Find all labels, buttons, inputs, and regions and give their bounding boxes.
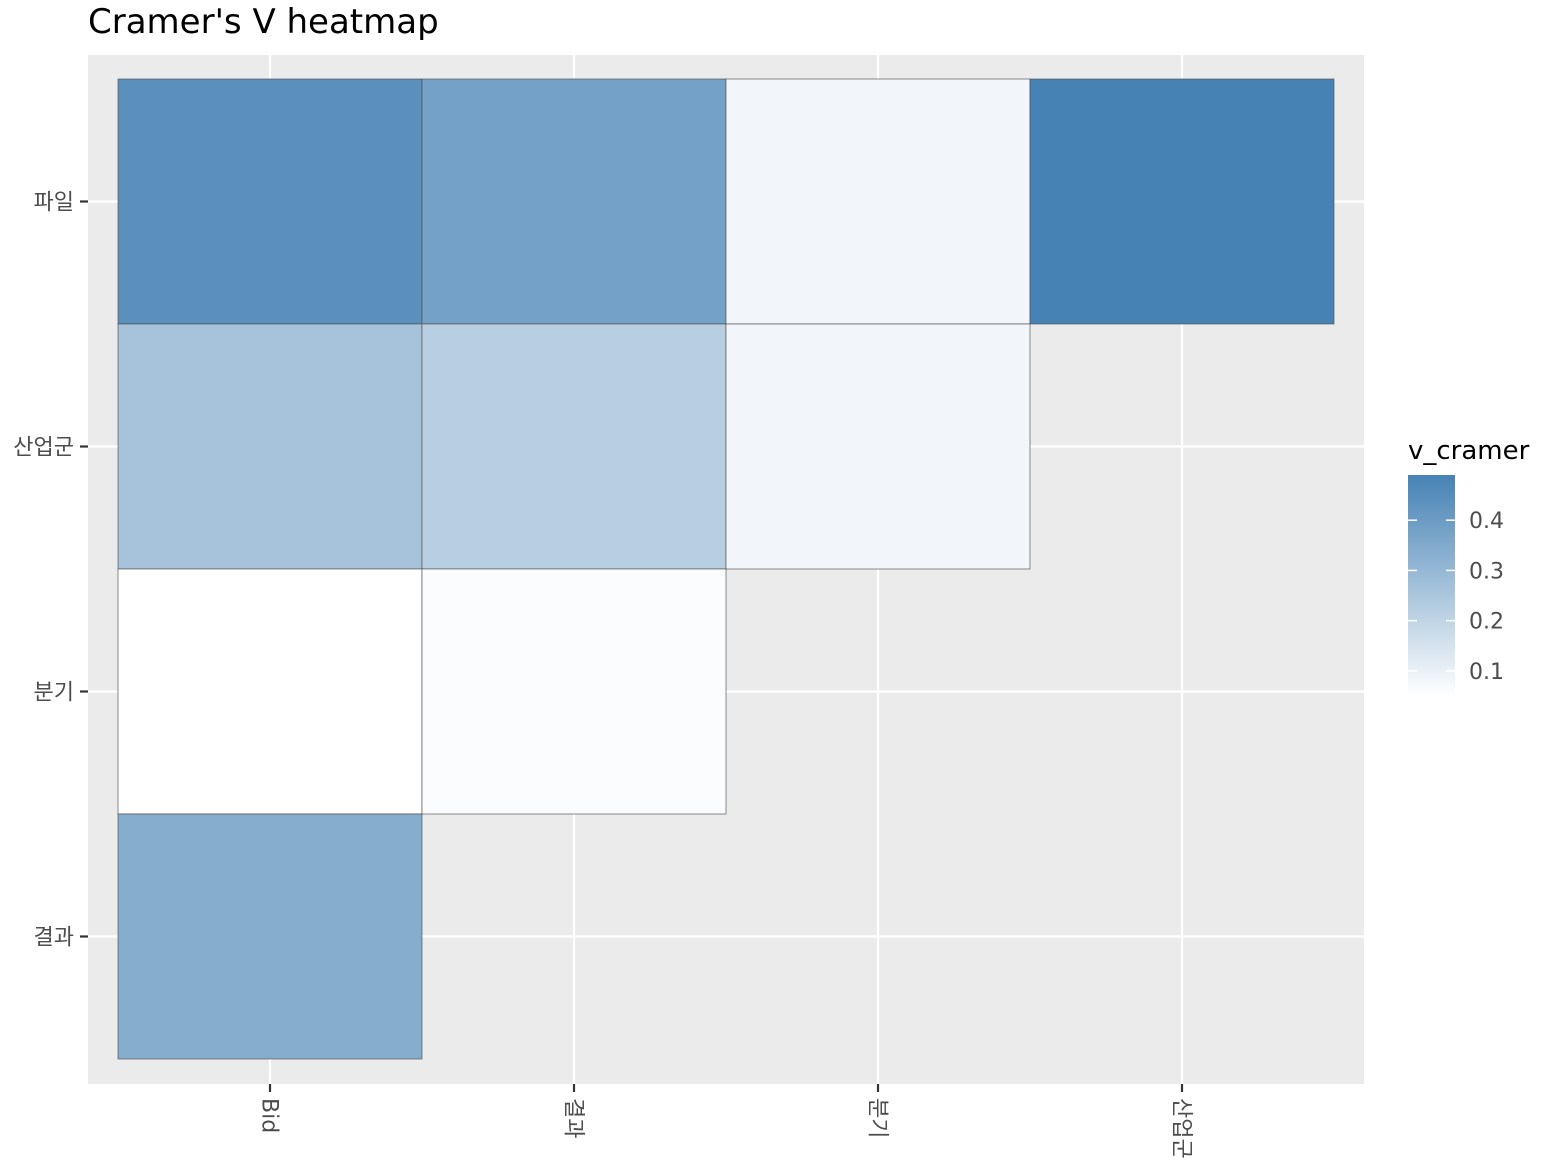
- y-tick-label: 분기: [34, 681, 74, 706]
- chart-title: Cramer's V heatmap: [88, 2, 439, 42]
- heatmap-cell: [725, 323, 1031, 570]
- color-legend: v_cramer 0.1 0.2 0.3 0.4: [1408, 436, 1530, 696]
- legend-tick-label: 0.1: [1469, 660, 1504, 685]
- heatmap-cell: [117, 323, 423, 570]
- legend-ticks: 0.1 0.2 0.3 0.4: [1408, 509, 1504, 685]
- x-axis: Bid 결과 분기 산업군: [256, 1084, 1193, 1159]
- x-tick-label: 산업군: [1168, 1098, 1193, 1159]
- heatmap-cell: [421, 323, 727, 570]
- heatmap-cell: [117, 78, 423, 325]
- heatmap-cell: [421, 568, 727, 815]
- x-tick-label: 분기: [864, 1098, 889, 1138]
- legend-tick-label: 0.2: [1469, 610, 1504, 635]
- heatmap-cell: [421, 78, 727, 325]
- y-tick-label: 결과: [34, 926, 74, 951]
- y-tick-label: 파일: [34, 191, 74, 216]
- heatmap-cell: [117, 813, 423, 1060]
- legend-title: v_cramer: [1408, 436, 1530, 466]
- x-tick-label: 결과: [560, 1098, 585, 1138]
- heatmap-cell: [1029, 78, 1335, 325]
- heatmap-cell: [725, 78, 1031, 325]
- x-tick-label: Bid: [256, 1098, 281, 1133]
- legend-tick-label: 0.3: [1469, 559, 1504, 584]
- y-tick-label: 산업군: [13, 436, 74, 461]
- y-axis: 결과 분기 산업군 파일: [13, 191, 88, 951]
- heatmap-cell: [117, 568, 423, 815]
- legend-colorbar: [1408, 475, 1455, 696]
- heatmap-cells: [117, 78, 1335, 1060]
- legend-tick-label: 0.4: [1469, 509, 1504, 534]
